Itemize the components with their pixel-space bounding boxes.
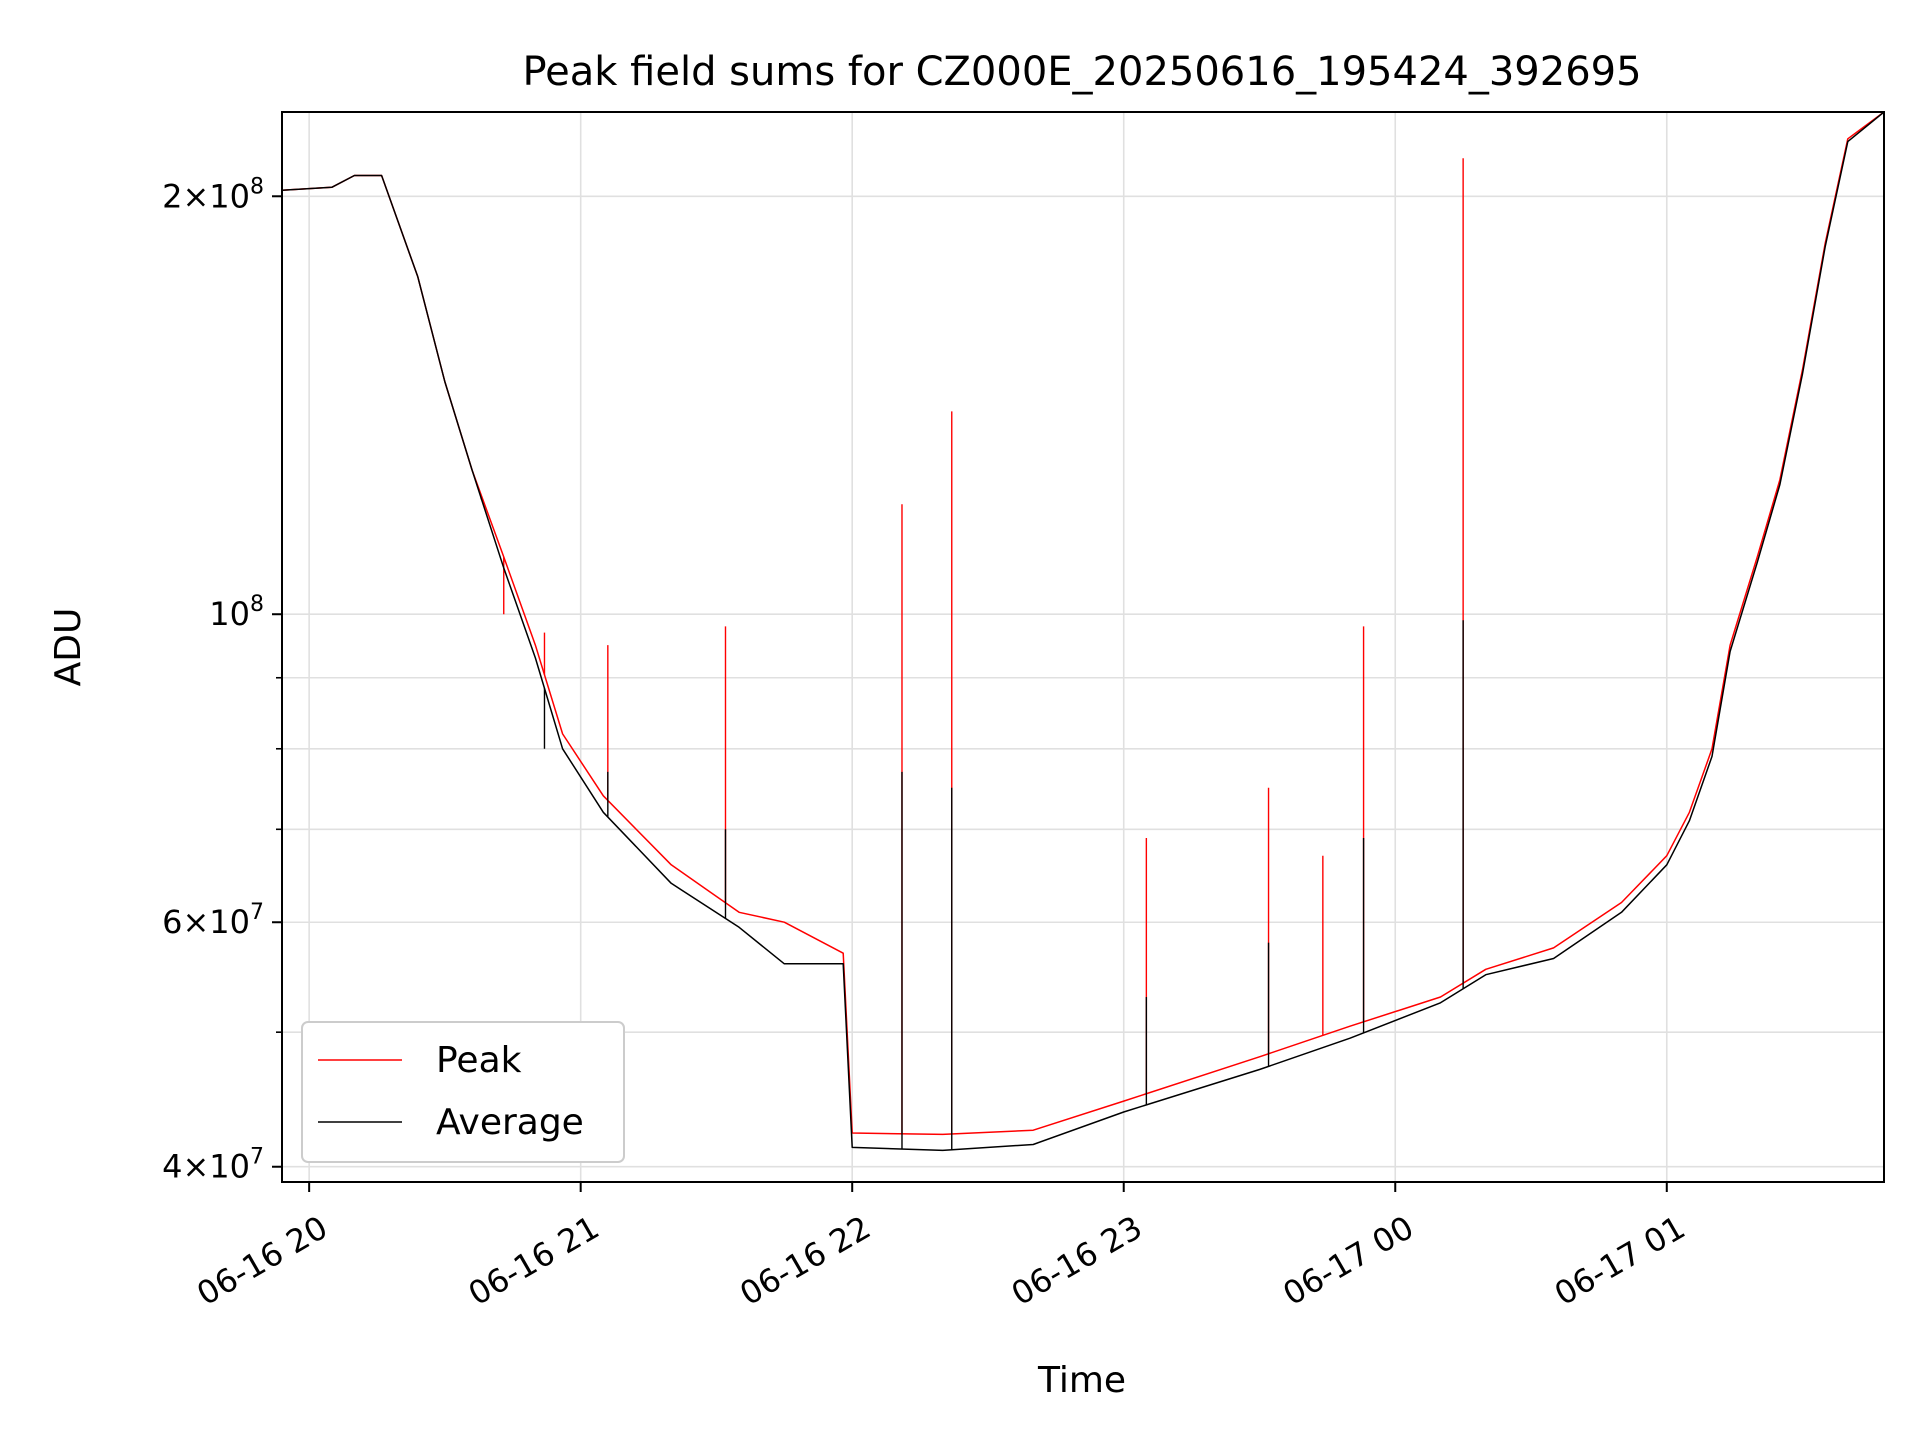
x-axis-label: Time: [1037, 1360, 1126, 1401]
plot-frame: [281, 111, 1885, 1183]
y-axis-label: ADU: [48, 608, 89, 687]
y-axis: 4×107 6×107 108 2×108: [162, 174, 282, 1186]
series-layer: [282, 112, 1884, 1152]
y-tick-label: 4×107: [162, 1145, 264, 1186]
y-tick-label: 2×108: [162, 174, 264, 215]
y-tick-label: 108: [209, 592, 264, 633]
legend-frame: [301, 1021, 625, 1163]
legend-label-peak: Peak: [436, 1040, 522, 1081]
grid: [282, 112, 1884, 1182]
series-line-average: [282, 112, 1884, 1152]
legend: Peak Average: [301, 1021, 625, 1163]
legend-label-average: Average: [436, 1102, 584, 1143]
y-tick-label: 6×107: [162, 900, 264, 941]
chart-title: Peak field sums for CZ000E_20250616_1954…: [522, 49, 1641, 95]
